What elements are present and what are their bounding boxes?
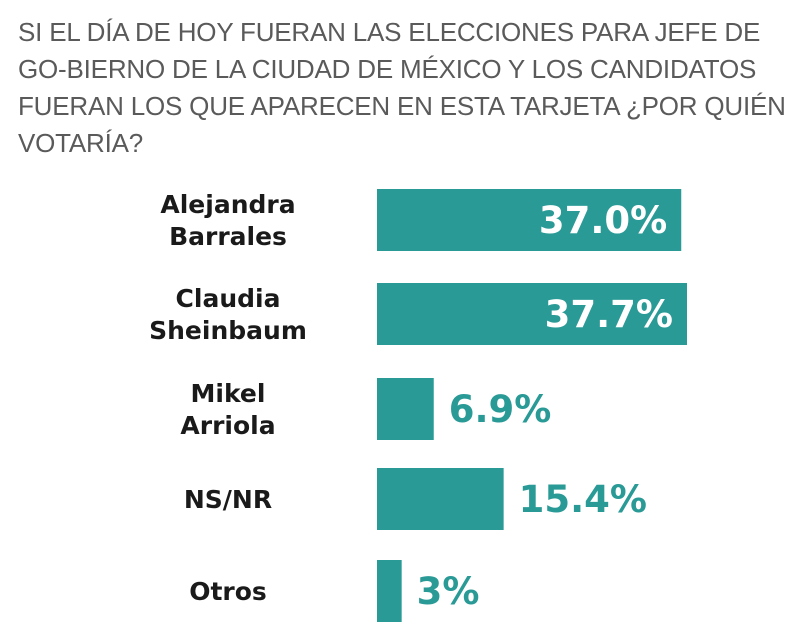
category-label: Claudia bbox=[176, 284, 281, 313]
bar bbox=[377, 378, 434, 440]
bar bbox=[377, 283, 687, 345]
value-label: 37.0% bbox=[539, 199, 667, 242]
chart-title: SI EL DÍA DE HOY FUERAN LAS ELECCIONES P… bbox=[18, 17, 786, 158]
value-label: 3% bbox=[417, 570, 480, 613]
bar bbox=[377, 468, 504, 530]
category-label: Mikel bbox=[191, 379, 266, 408]
category-label: Otros bbox=[189, 577, 267, 606]
bar bbox=[377, 560, 402, 622]
category-label: Alejandra bbox=[160, 190, 295, 219]
value-label: 15.4% bbox=[519, 478, 647, 521]
category-label: Arriola bbox=[180, 411, 275, 440]
value-label: 37.7% bbox=[545, 293, 673, 336]
category-label: Barrales bbox=[169, 222, 287, 251]
bar bbox=[377, 189, 682, 251]
category-label: Sheinbaum bbox=[149, 316, 307, 345]
value-label: 6.9% bbox=[449, 388, 552, 431]
category-label: NS/NR bbox=[184, 485, 272, 514]
